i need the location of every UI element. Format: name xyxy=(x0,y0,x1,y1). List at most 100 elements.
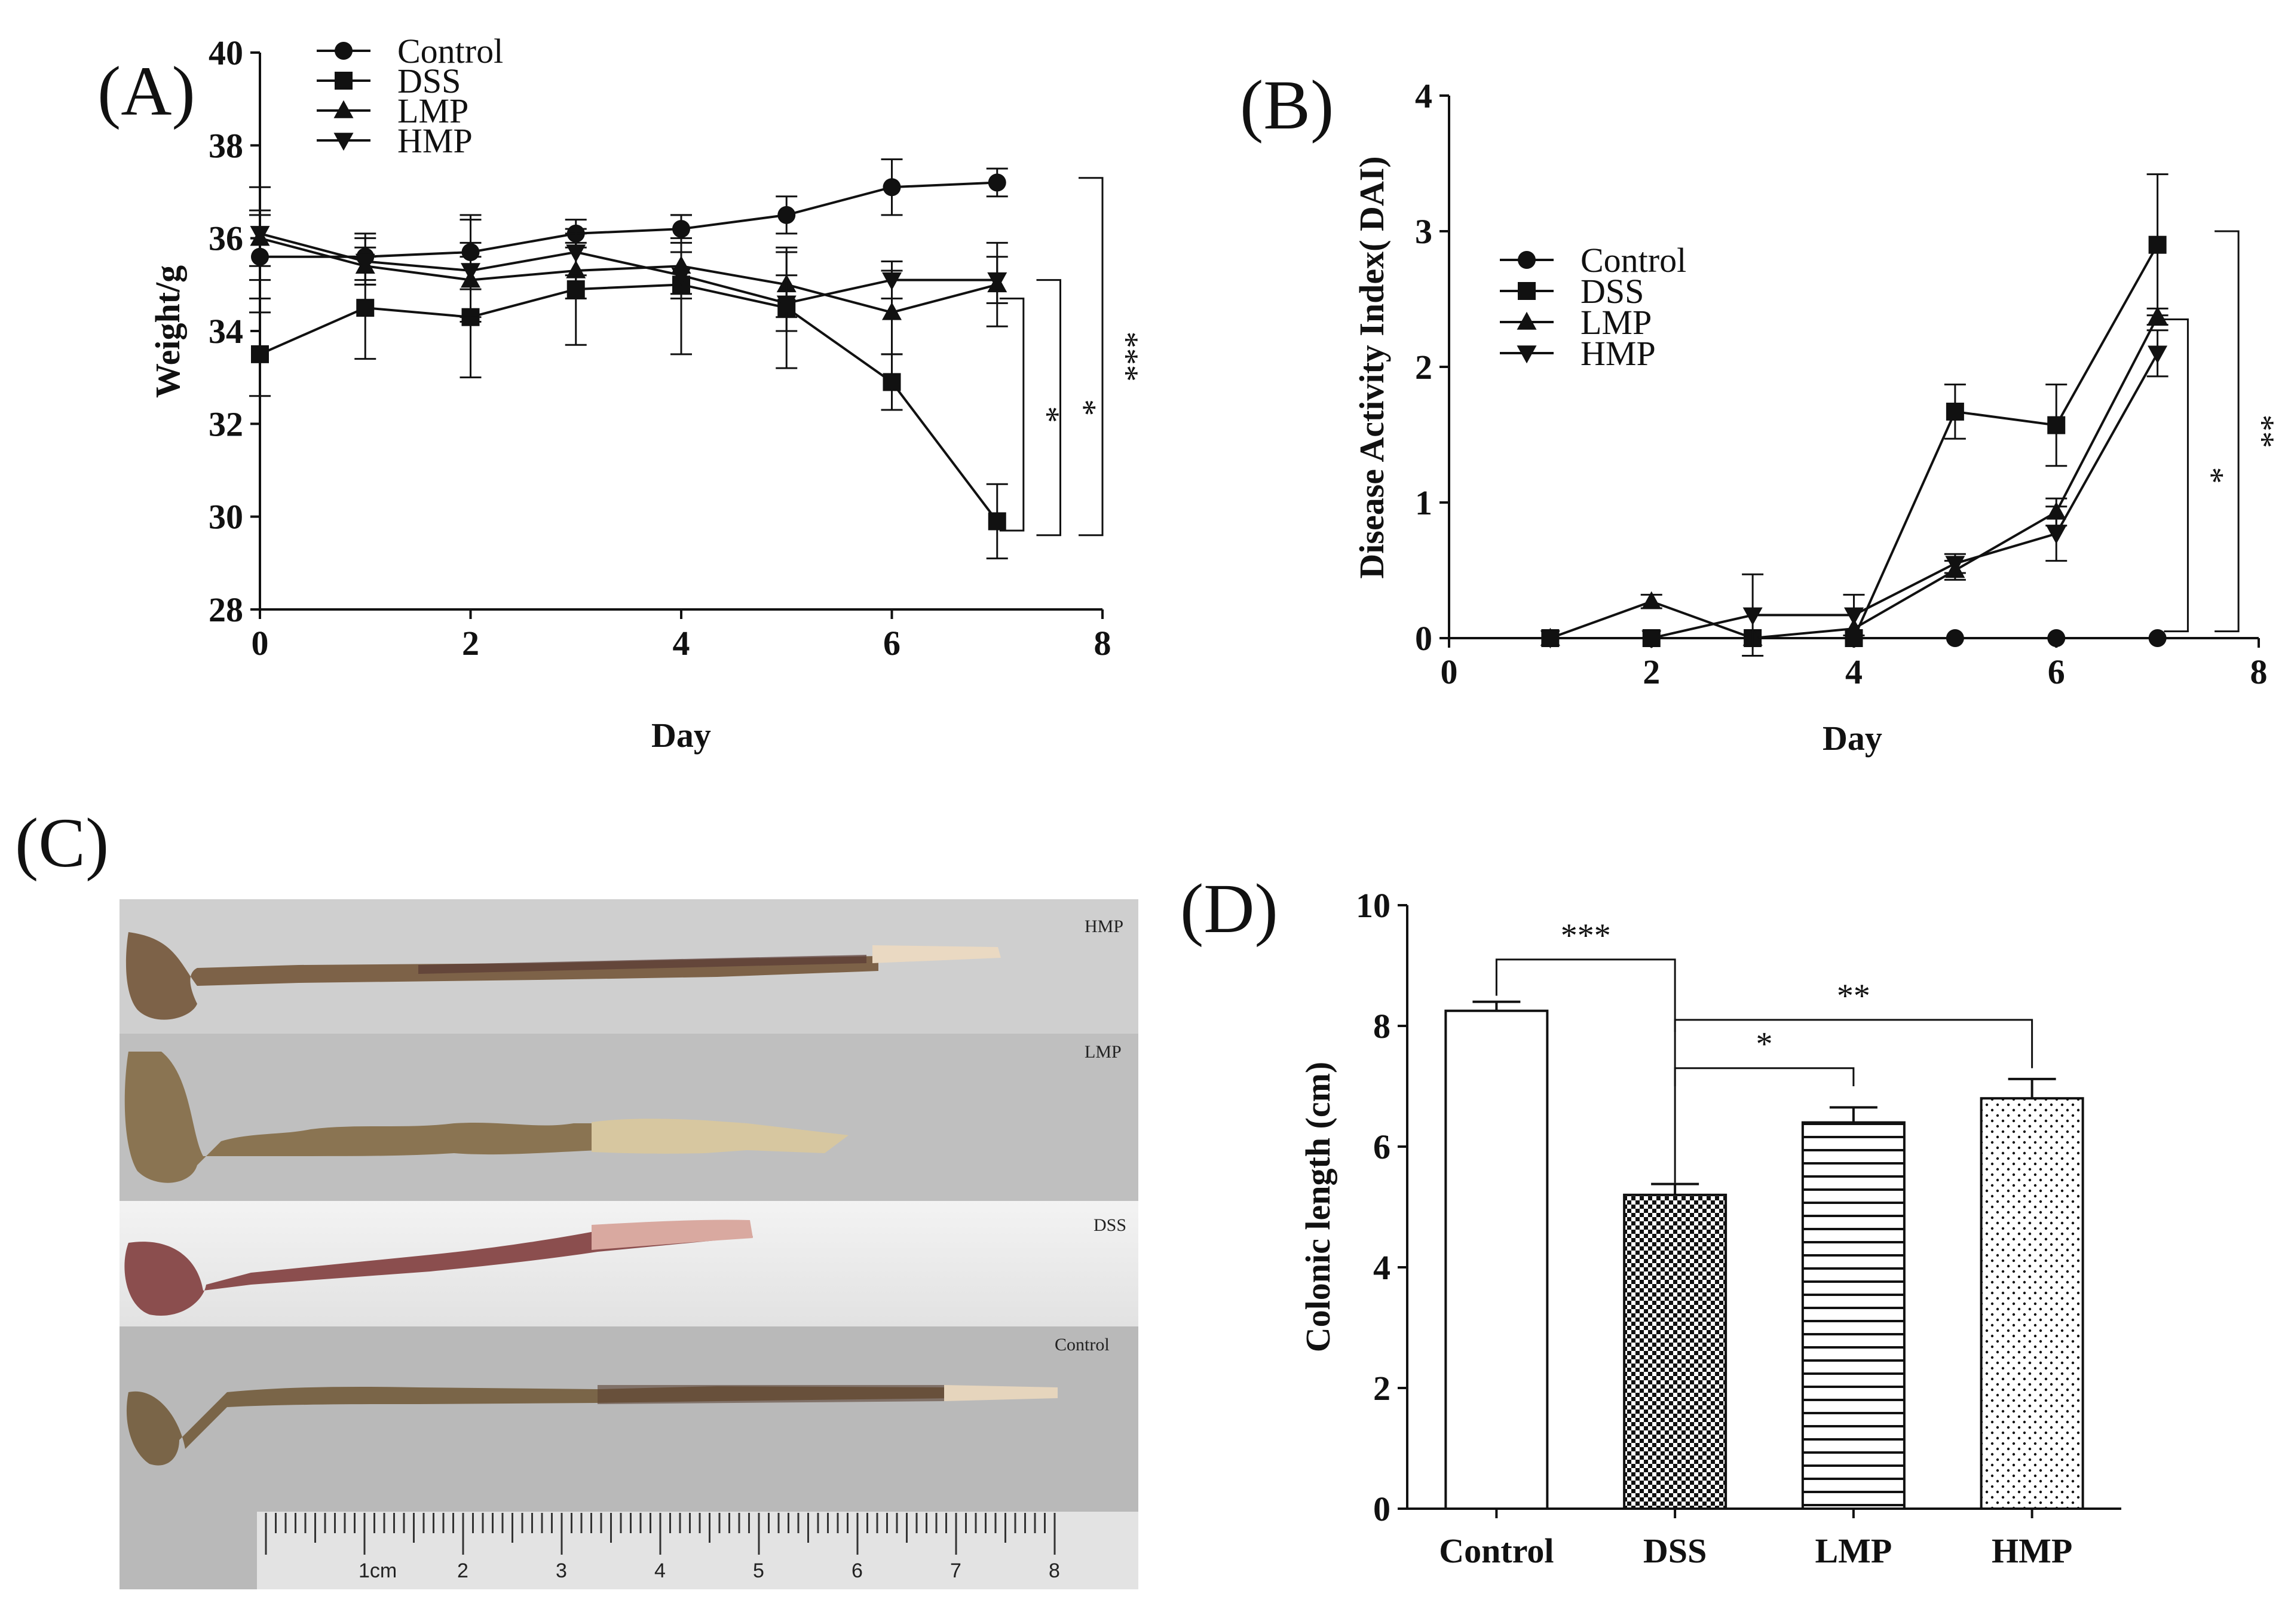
legend-entry-control: Control xyxy=(1500,241,1686,280)
significance-label: ** xyxy=(1837,978,1870,1015)
y-tick-label: 2 xyxy=(1373,1369,1390,1408)
y-tick-label: 0 xyxy=(1373,1490,1390,1528)
data-point-hmp xyxy=(355,253,375,272)
x-tick-label: Control xyxy=(1439,1531,1554,1570)
x-tick-label: 2 xyxy=(1643,652,1660,691)
ruler-number: 4 xyxy=(654,1559,666,1582)
ruler-number: 5 xyxy=(753,1559,764,1582)
legend-label: LMP xyxy=(397,91,468,130)
bracket-line xyxy=(2215,230,2240,633)
ruler-ticks xyxy=(265,1513,1056,1555)
ruler-unit-label: 1cm xyxy=(359,1559,397,1582)
x-tick-label: DSS xyxy=(1643,1531,1707,1570)
data-point-hmp xyxy=(776,295,797,314)
x-tick-label: 8 xyxy=(1094,624,1111,663)
legend-marker xyxy=(1517,311,1537,330)
data-point-hmp xyxy=(671,268,691,286)
x-tick-label: 8 xyxy=(2250,652,2268,691)
bracket-line xyxy=(1674,1019,2033,1068)
significance-label: ** xyxy=(2244,415,2281,448)
y-tick-label: 4 xyxy=(1373,1248,1390,1287)
data-point-lmp xyxy=(2148,306,2168,324)
legend-marker xyxy=(1518,251,1536,269)
ruler-numbers: 2 3 4 5 6 7 8 xyxy=(457,1559,1060,1582)
bar-group-control: Control xyxy=(1439,1000,1554,1570)
y-tick-label: 4 xyxy=(1415,76,1432,115)
x-tick-label: 6 xyxy=(883,624,901,663)
bar-group-hmp: HMP xyxy=(1980,1077,2084,1570)
data-point-hmp xyxy=(1844,607,1864,626)
y-tick-label: 40 xyxy=(209,33,243,72)
colon-specimen-control xyxy=(126,1385,1058,1466)
ruler-number: 2 xyxy=(457,1559,468,1582)
chart-b-x-axis-title: Day xyxy=(1823,719,1882,758)
bar-group-lmp: LMP xyxy=(1801,1106,1906,1570)
panel-label-b: (B) xyxy=(1240,66,1334,144)
significance-bracket: * xyxy=(2164,318,2230,633)
legend-marker xyxy=(333,100,354,118)
bar-group-dss: DSS xyxy=(1623,1182,1728,1570)
photo-label-hmp: HMP xyxy=(1085,917,1123,936)
ruler-number: 3 xyxy=(556,1559,567,1582)
bar-control xyxy=(1444,1009,1549,1510)
data-point-dss xyxy=(251,345,269,363)
y-tick-label: 30 xyxy=(209,498,243,537)
data-point-dss xyxy=(988,512,1006,531)
panel-label-a: (A) xyxy=(97,52,195,130)
data-point-control xyxy=(1946,629,1964,647)
legend-entry-lmp: LMP xyxy=(317,91,468,130)
legend-entry-hmp: HMP xyxy=(1500,334,1656,373)
data-point-hmp xyxy=(2046,526,2066,544)
legend-label: LMP xyxy=(1581,303,1652,342)
series-line-control xyxy=(260,181,997,258)
series-hmp xyxy=(249,186,1008,332)
data-point-hmp xyxy=(1540,630,1560,649)
series-line-dss xyxy=(259,283,998,522)
chart-a-y-axis-title: Weight/g xyxy=(148,265,187,398)
colon-photo: 1cm 2 3 4 5 6 7 8 HMP LMP DSS Control xyxy=(120,899,1138,1589)
x-tick-label: 4 xyxy=(1845,652,1863,691)
y-tick-label: 34 xyxy=(209,312,243,351)
significance-bracket: * xyxy=(999,298,1066,532)
x-tick-label: HMP xyxy=(1992,1531,2072,1570)
significance-bracket: ** xyxy=(1674,978,2033,1068)
series-hmp xyxy=(1540,329,2168,657)
data-point-dss xyxy=(1946,402,1964,421)
y-tick-label: 38 xyxy=(209,126,243,165)
data-point-lmp xyxy=(882,302,902,320)
y-tick-label: 10 xyxy=(1356,886,1390,925)
legend-marker xyxy=(333,133,354,151)
bar-dss xyxy=(1623,1193,1728,1510)
x-tick-label: 2 xyxy=(462,624,479,663)
legend-label: DSS xyxy=(1581,272,1644,311)
data-point-hmp xyxy=(566,244,586,263)
chart-a-x-axis-title: Day xyxy=(651,716,711,755)
data-point-hmp xyxy=(987,272,1007,290)
data-point-hmp xyxy=(882,272,902,290)
data-point-control xyxy=(2047,629,2066,647)
y-tick-label: 36 xyxy=(209,219,243,258)
legend-marker xyxy=(335,42,353,60)
bar-lmp xyxy=(1801,1121,1906,1510)
legend-entry-control: Control xyxy=(317,32,503,71)
y-tick-label: 6 xyxy=(1373,1127,1390,1166)
y-tick-label: 0 xyxy=(1415,619,1432,658)
bracket-line xyxy=(2164,318,2189,633)
bracket-line xyxy=(1674,1067,1855,1086)
bracket-line xyxy=(999,298,1025,532)
significance-label: * xyxy=(2193,467,2230,484)
bracket-line xyxy=(1036,279,1061,537)
data-point-dss xyxy=(883,373,901,391)
significance-label: *** xyxy=(1108,332,1145,382)
legend-label: HMP xyxy=(397,121,473,160)
data-point-control xyxy=(988,173,1006,192)
data-point-hmp xyxy=(2148,345,2168,364)
legend-label: HMP xyxy=(1581,334,1656,373)
photo-strip-lmp xyxy=(120,1034,1138,1201)
significance-label: * xyxy=(1066,399,1103,416)
y-tick-label: 28 xyxy=(209,590,243,629)
bar-hmp xyxy=(1980,1097,2084,1510)
legend-entry-dss: DSS xyxy=(1500,272,1644,311)
data-point-control xyxy=(777,206,796,224)
